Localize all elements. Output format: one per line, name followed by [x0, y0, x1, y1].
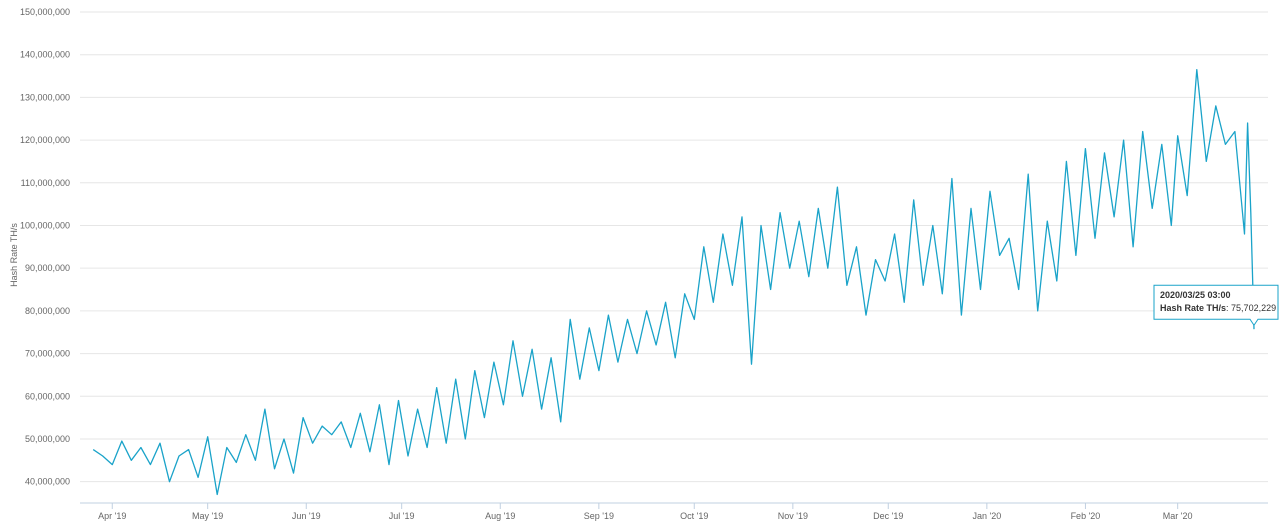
tooltip-value: 75,702,229	[1231, 303, 1276, 313]
tooltip-separator: :	[1226, 303, 1231, 313]
x-axis-ticks: Apr '19 May '19 Jun '19 Jul '19 Aug '19 Sep '…	[98, 503, 1193, 521]
x-tick-label: Dec '19	[873, 511, 903, 521]
data-tooltip: 2020/03/25 03:00 Hash Rate TH/s: 75,702,…	[1153, 284, 1279, 327]
y-tick-label: 140,000,000	[20, 50, 70, 60]
x-tick-label: Oct '19	[680, 511, 708, 521]
y-tick-label: 110,000,000	[21, 178, 70, 188]
x-tick-label: Jul '19	[389, 511, 415, 521]
y-gridlines	[80, 11, 1268, 483]
y-tick-label: 80,000,000	[25, 306, 70, 316]
y-tick-label: 90,000,000	[25, 263, 70, 273]
x-tick-label: May '19	[192, 511, 223, 521]
tooltip-box	[1153, 284, 1279, 327]
tooltip-date: 2020/03/25 03:00	[1160, 290, 1231, 300]
x-tick-label: Feb '20	[1071, 511, 1101, 521]
y-axis-tick-labels: 40,000,000 50,000,000 60,000,000 70,000,000…	[20, 7, 70, 487]
x-tick-label: Nov '19	[778, 511, 808, 521]
hash-rate-series-line	[92, 68, 1255, 496]
y-tick-label: 50,000,000	[25, 434, 70, 444]
tooltip-row: Hash Rate TH/s: 75,702,229	[1160, 303, 1276, 313]
y-tick-label: 100,000,000	[20, 220, 70, 230]
x-tick-label: Mar '20	[1163, 511, 1193, 521]
y-axis-label: Hash Rate TH/s	[9, 223, 19, 287]
x-tick-label: Jun '19	[292, 511, 321, 521]
y-tick-label: 150,000,000	[20, 7, 70, 17]
y-tick-label: 60,000,000	[25, 391, 70, 401]
y-tick-label: 120,000,000	[20, 135, 70, 145]
y-tick-label: 40,000,000	[25, 477, 70, 487]
y-tick-label: 70,000,000	[25, 349, 70, 359]
x-tick-label: Sep '19	[584, 511, 614, 521]
tooltip-series-label: Hash Rate TH/s	[1160, 303, 1226, 313]
x-tick-label: Jan '20	[972, 511, 1001, 521]
y-tick-label: 130,000,000	[20, 92, 70, 102]
x-tick-label: Apr '19	[98, 511, 126, 521]
x-tick-label: Aug '19	[485, 511, 515, 521]
